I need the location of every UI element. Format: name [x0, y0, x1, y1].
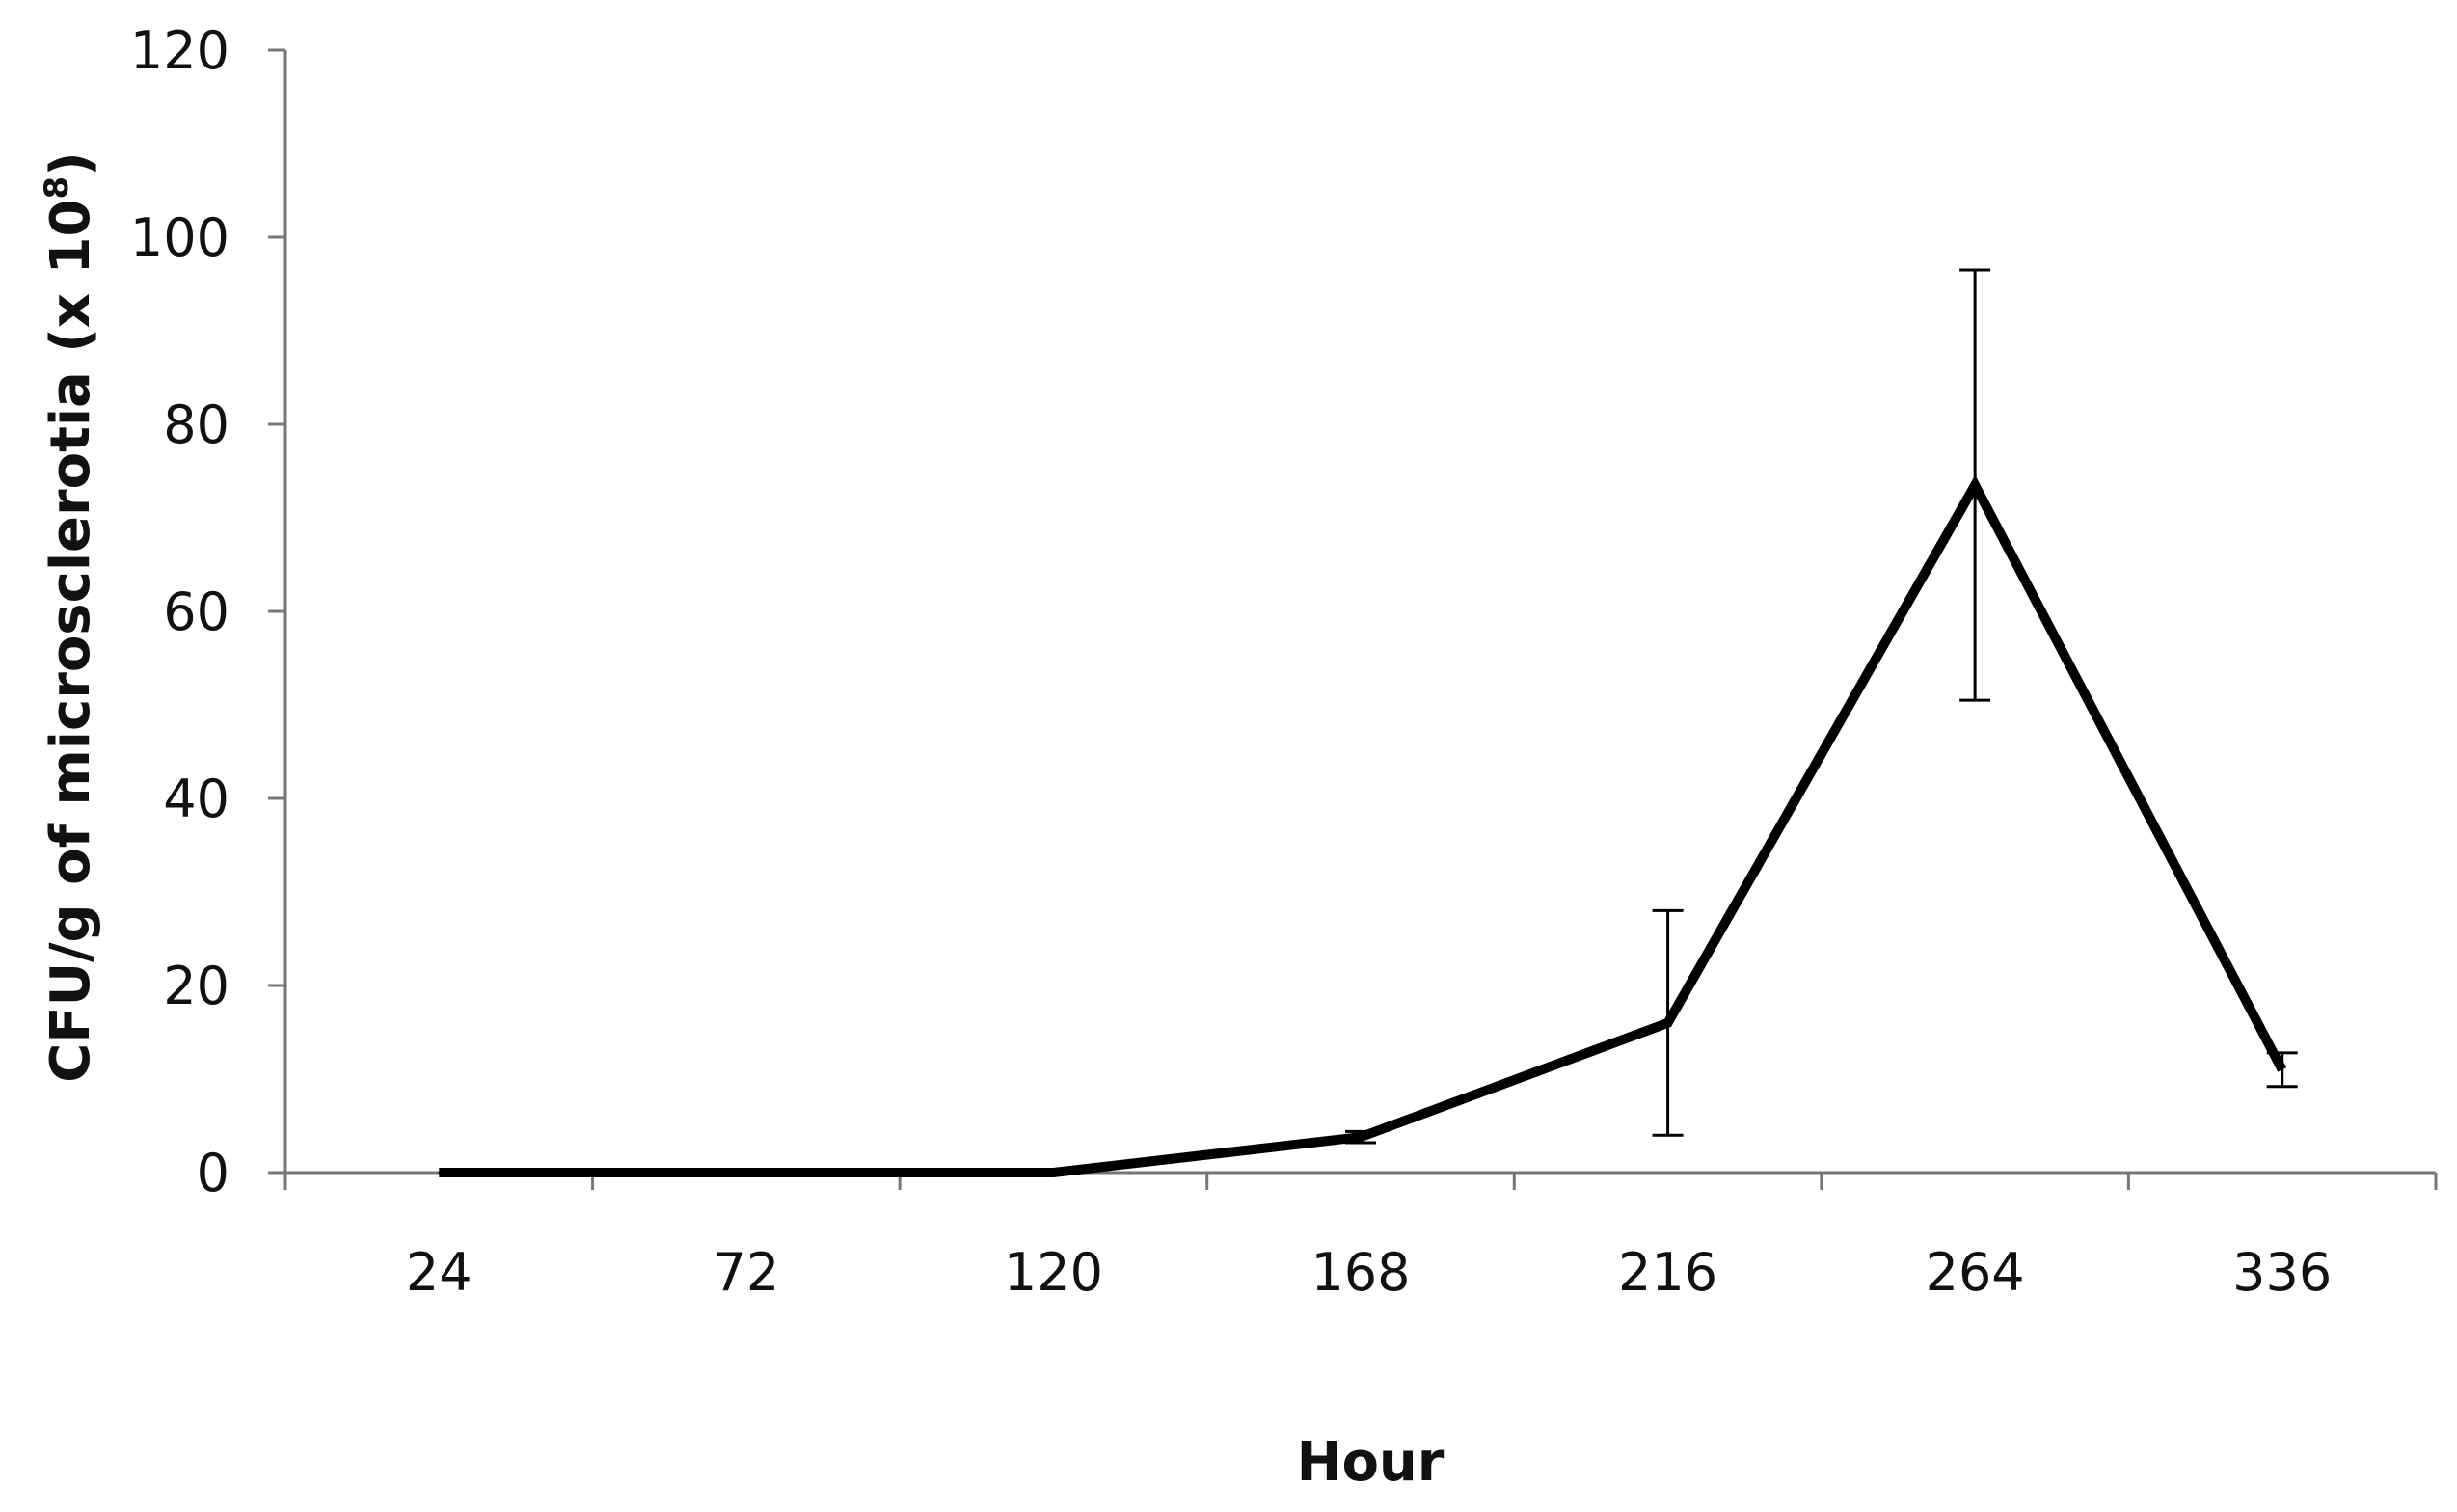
data-point — [1052, 1172, 1055, 1174]
x-axis-ticks: 24 72 120 168 216 264 336 — [284, 1173, 2438, 1303]
data-point — [1360, 1136, 1362, 1139]
y-axis-ticks: 0 20 40 60 80 100 120 — [130, 20, 285, 1203]
data-point — [744, 1172, 747, 1174]
y-tick-label: 120 — [130, 20, 230, 81]
x-axis-title: Hour — [1297, 1431, 1444, 1494]
x-tick-label: 24 — [406, 1242, 472, 1303]
series-line — [439, 474, 2287, 1177]
x-tick-label: 216 — [1618, 1242, 1717, 1303]
data-point — [438, 1172, 441, 1174]
x-tick-label: 168 — [1310, 1242, 1410, 1303]
y-tick-label: 20 — [163, 956, 230, 1016]
y-tick-label: 40 — [163, 769, 230, 829]
data-point — [1974, 484, 1977, 487]
x-tick-label: 72 — [713, 1242, 779, 1303]
y-tick-label: 100 — [130, 207, 230, 268]
data-point — [1666, 1021, 1669, 1024]
y-tick-label: 0 — [197, 1143, 230, 1203]
x-tick-label: 264 — [1926, 1242, 2025, 1303]
error-bars — [1345, 268, 2298, 1145]
y-axis-title: CFU/g of microsclerotia (x 108) — [38, 151, 102, 1082]
axes — [274, 50, 2436, 1174]
y-tick-label: 60 — [163, 581, 230, 642]
x-tick-label: 336 — [2232, 1242, 2332, 1303]
y-axis-title-end: ) — [40, 151, 102, 176]
y-axis-title-superscript: 8 — [38, 176, 76, 200]
series-group — [438, 474, 2287, 1177]
y-axis-title-main: CFU/g of microsclerotia (x 10 — [40, 200, 102, 1083]
x-tick-label: 120 — [1004, 1242, 1103, 1303]
y-tick-label: 80 — [163, 394, 230, 455]
data-point — [2281, 1068, 2283, 1071]
